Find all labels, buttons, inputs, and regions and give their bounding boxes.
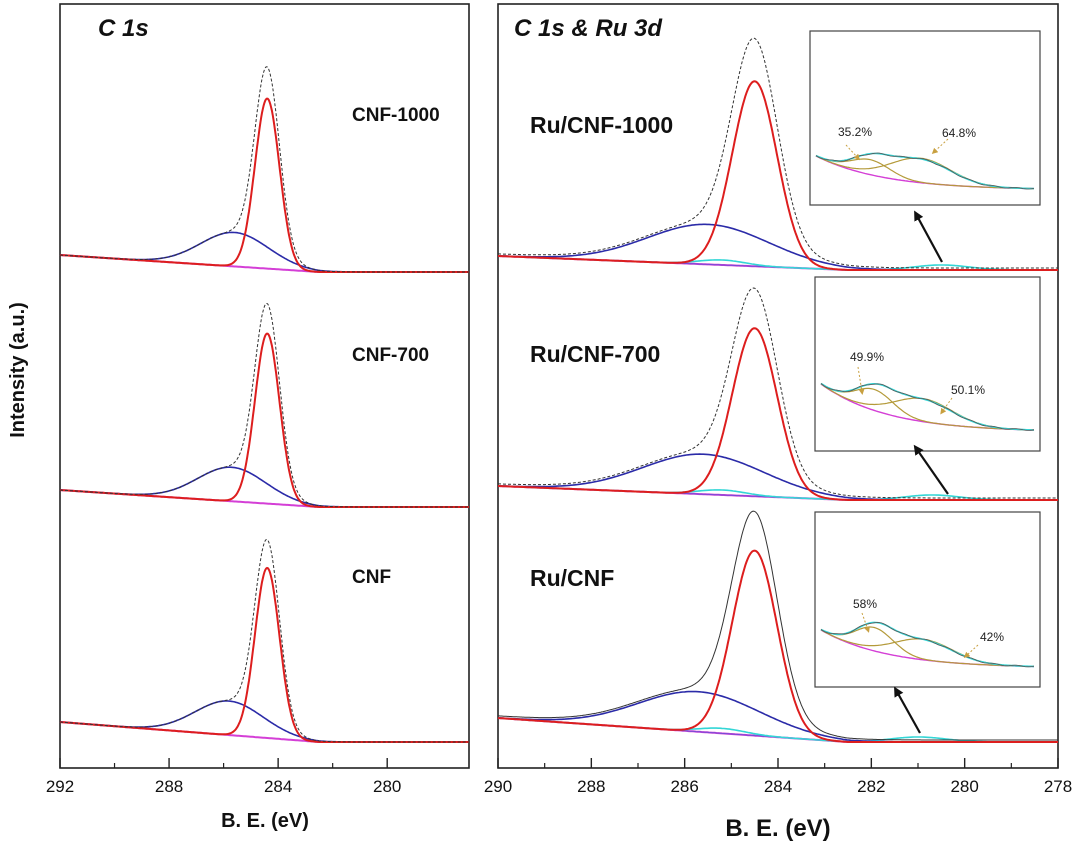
left-csp2-peak-2 bbox=[59, 566, 469, 743]
right-panel-title: C 1s & Ru 3d bbox=[514, 15, 663, 42]
x-tick-label: 282 bbox=[857, 777, 885, 796]
inset-percent-high-700: 50.1% bbox=[951, 383, 985, 397]
inset-arrow-0 bbox=[914, 210, 943, 263]
right-envelope-0 bbox=[498, 37, 1058, 269]
inset-raw-1 bbox=[820, 383, 1035, 431]
inset-raw-2 bbox=[820, 622, 1035, 668]
x-tick-label: 290 bbox=[484, 777, 512, 796]
left-x-axis-label: B. E. (eV) bbox=[221, 810, 309, 832]
inset-percent-low-1000: 35.2% bbox=[838, 125, 872, 139]
right-envelope-1 bbox=[498, 287, 1058, 499]
y-axis-label: Intensity (a.u.) bbox=[7, 302, 29, 438]
inset-raw-0 bbox=[815, 152, 1035, 190]
left-sample-label-cnf700: CNF-700 bbox=[352, 345, 429, 366]
left-plot-frame bbox=[59, 3, 470, 769]
x-tick-label: 284 bbox=[764, 777, 792, 796]
x-tick-label: 278 bbox=[1044, 777, 1072, 796]
inset-leader-1-0 bbox=[857, 366, 865, 395]
right-sample-label-rucnf700: Ru/CNF-700 bbox=[530, 341, 660, 367]
inset-percent-high-cnf: 42% bbox=[980, 630, 1004, 644]
x-tick-label: 286 bbox=[670, 777, 698, 796]
x-tick-label: 288 bbox=[577, 777, 605, 796]
inset-leader-0-1 bbox=[931, 138, 949, 155]
inset-component1-1 bbox=[820, 383, 1034, 431]
x-tick-label: 284 bbox=[264, 777, 292, 796]
inset-percent-low-700: 49.9% bbox=[850, 350, 884, 364]
inset-leader-1-1 bbox=[940, 397, 953, 415]
inset-arrow-1 bbox=[913, 444, 949, 495]
inset-component1-0 bbox=[815, 155, 1034, 190]
right-csp2-peak-2 bbox=[497, 549, 1058, 743]
x-tick-label: 280 bbox=[373, 777, 401, 796]
x-tick-label: 280 bbox=[950, 777, 978, 796]
right-envelope-2 bbox=[497, 510, 1058, 741]
left-panel-title: C 1s bbox=[98, 15, 149, 42]
right-sample-label-rucnf1000: Ru/CNF-1000 bbox=[530, 112, 673, 138]
left-sample-label-cnf1000: CNF-1000 bbox=[352, 105, 440, 126]
inset-percent-high-1000: 64.8% bbox=[942, 126, 976, 140]
inset-box-rucnf bbox=[814, 511, 1041, 688]
left-envelope-1 bbox=[59, 302, 469, 508]
inset-leader-2-0 bbox=[861, 612, 870, 633]
left-sample-label-cnf: CNF bbox=[352, 567, 391, 588]
inset-leader-2-1 bbox=[963, 644, 979, 659]
inset-box-rucnf700 bbox=[814, 276, 1041, 452]
x-tick-label: 288 bbox=[155, 777, 183, 796]
right-x-axis-label: B. E. (eV) bbox=[725, 815, 830, 842]
right-csp2-peak-1 bbox=[498, 327, 1058, 501]
inset-percent-low-cnf: 58% bbox=[853, 597, 877, 611]
x-tick-label: 292 bbox=[46, 777, 74, 796]
left-csp2-peak-0 bbox=[59, 97, 469, 273]
inset-leader-0-0 bbox=[845, 144, 861, 161]
inset-component1-2 bbox=[820, 626, 1035, 668]
right-csp2-peak-0 bbox=[498, 80, 1058, 271]
inset-arrow-2 bbox=[894, 686, 921, 734]
plot-layer: 292 288 284 280 290 288 286 284 282 280 278 bbox=[46, 37, 1072, 796]
inset-box-rucnf1000 bbox=[809, 30, 1041, 206]
right-sample-label-rucnf: Ru/CNF bbox=[530, 565, 614, 591]
